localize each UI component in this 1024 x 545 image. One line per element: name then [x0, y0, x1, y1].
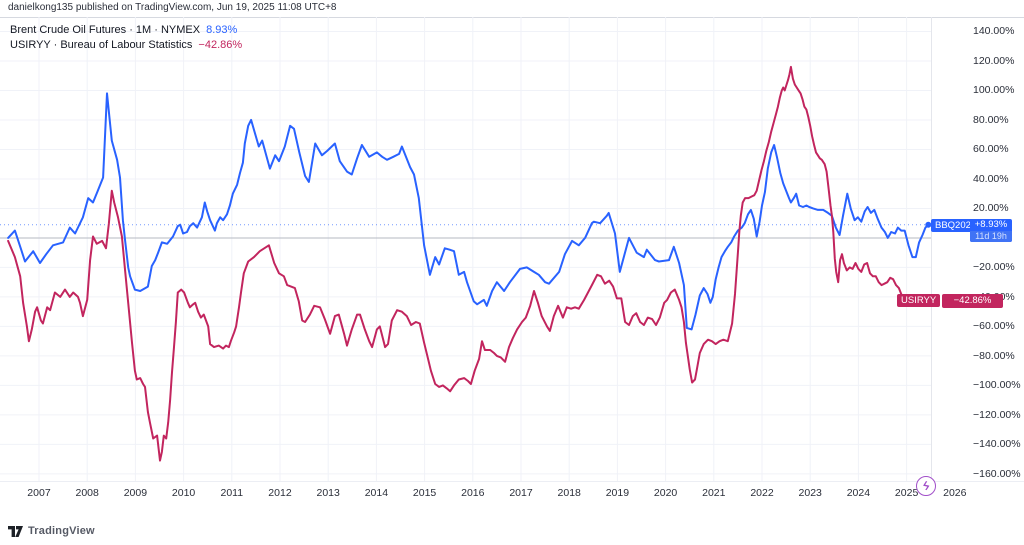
price-scale-label: 80.00%: [973, 113, 1009, 126]
tradingview-logo-icon: [8, 525, 23, 537]
price-scale-label: −60.00%: [973, 320, 1015, 333]
time-scale-year-label: 2008: [75, 487, 99, 499]
time-scale-year-label: 2023: [798, 487, 822, 499]
time-scale-year-label: 2013: [316, 487, 340, 499]
brent-price-badge[interactable]: +8.93% 11d 19h: [970, 218, 1012, 242]
tradingview-attribution[interactable]: TradingView: [8, 522, 95, 540]
time-scale-year-label: 2019: [605, 487, 630, 499]
price-scale-border: [931, 17, 932, 519]
legend-usiryy-title: USIRYY · Bureau of Labour Statistics: [10, 38, 193, 51]
publish-info-text: danielkong135 published on TradingView.c…: [8, 2, 337, 13]
price-scale-label: −140.00%: [973, 438, 1021, 451]
brent-price-badge-value: +8.93%: [974, 218, 1008, 230]
price-scale-label: −80.00%: [973, 349, 1015, 362]
chart-canvas[interactable]: [0, 17, 1024, 481]
time-scale-year-label: 2011: [220, 487, 244, 499]
price-scale-label: 100.00%: [973, 84, 1015, 97]
plot-area: [0, 17, 931, 481]
time-scale-year-label: 2026: [943, 487, 967, 499]
usiryy-series-line[interactable]: [7, 65, 924, 462]
brent-bar-countdown: 11d 19h: [970, 230, 1012, 242]
boost-lightning-icon[interactable]: ϟ: [916, 476, 936, 496]
usiryy-symbol-plate-label: USIRYY: [901, 295, 937, 307]
last-bar-dot: [925, 221, 931, 228]
price-scale-label: 40.00%: [973, 172, 1009, 185]
price-scale-label: 20.00%: [973, 202, 1009, 215]
time-scale-year-label: 2012: [268, 487, 292, 499]
time-scale-year-label: 2017: [509, 487, 533, 499]
time-scale-year-label: 2022: [750, 487, 774, 499]
tradingview-brand-text: TradingView: [28, 525, 95, 537]
price-scale-label: −160.00%: [973, 467, 1021, 480]
time-scale-year-label: 2024: [846, 487, 871, 499]
price-scale-label: −20.00%: [973, 261, 1015, 274]
time-scale-year-label: 2025: [894, 487, 919, 499]
brent-symbol-plate-label: BBQ2025: [935, 219, 977, 231]
time-scale-year-label: 2009: [123, 487, 148, 499]
price-scale-label: 60.00%: [973, 143, 1009, 156]
time-scale-year-label: 2010: [171, 487, 196, 499]
time-scale-year-label: 2007: [27, 487, 51, 499]
legend-row-usiryy[interactable]: USIRYY · Bureau of Labour Statistics −42…: [10, 37, 242, 52]
price-scale-label: −120.00%: [973, 408, 1021, 421]
legend-row-brent[interactable]: Brent Crude Oil Futures · 1M · NYMEX 8.9…: [10, 22, 242, 37]
legend-brent-title: Brent Crude Oil Futures · 1M · NYMEX: [10, 23, 201, 36]
time-scale-year-label: 2018: [557, 487, 581, 499]
usiryy-symbol-plate[interactable]: USIRYY: [897, 294, 941, 308]
time-scale-year-label: 2020: [653, 487, 678, 499]
time-scale-year-label: 2015: [412, 487, 437, 499]
price-scale-label: 140.00%: [973, 25, 1015, 38]
price-scale-label: −100.00%: [973, 379, 1021, 392]
chart-legend: Brent Crude Oil Futures · 1M · NYMEX 8.9…: [10, 22, 242, 52]
time-scale-year-label: 2021: [702, 487, 726, 499]
publish-header: danielkong135 published on TradingView.c…: [0, 0, 1024, 17]
price-scale[interactable]: 140.00% 120.00% 100.00% 80.00% 60.00% 40.00% 2…: [931, 17, 1024, 481]
pane-top-border: [0, 17, 1024, 18]
time-scale[interactable]: 2007 2008 2009 2010 2011 2012 2013 2014 2015 2016…: [0, 481, 1024, 520]
usiryy-price-badge-value: −42.86%: [953, 295, 992, 307]
brent-symbol-plate[interactable]: BBQ2025: [931, 218, 981, 232]
time-scale-year-label: 2014: [364, 487, 389, 499]
brent-series-line[interactable]: [7, 92, 930, 331]
time-scale-year-label: 2016: [461, 487, 485, 499]
usiryy-price-badge[interactable]: −42.86%: [942, 294, 1003, 309]
legend-brent-value: 8.93%: [206, 23, 238, 36]
price-scale-label: 120.00%: [973, 54, 1015, 67]
legend-usiryy-value: −42.86%: [198, 38, 243, 51]
